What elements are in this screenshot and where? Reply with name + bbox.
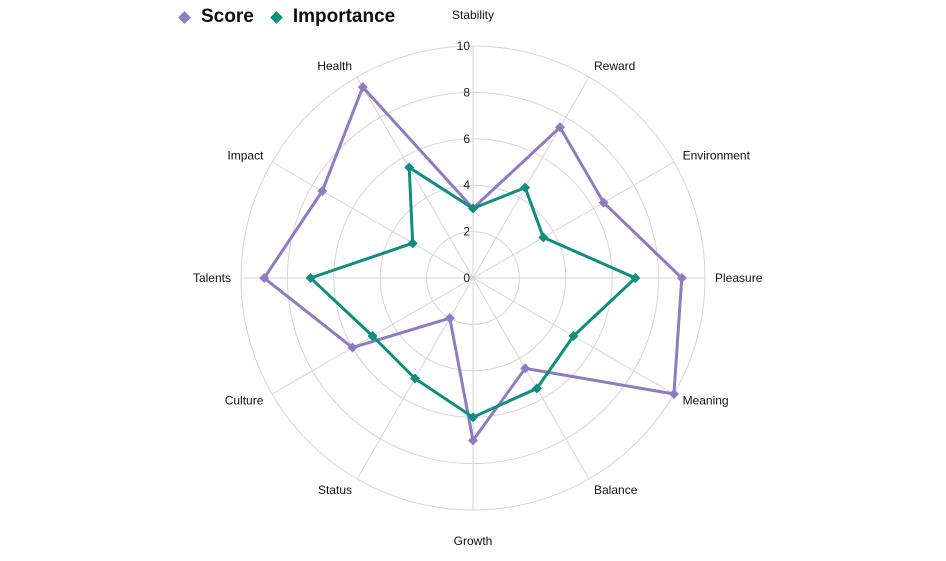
radial-tick-label: 2 bbox=[463, 225, 470, 239]
data-point-score bbox=[598, 197, 609, 208]
data-point-importance bbox=[468, 203, 478, 214]
data-point-importance bbox=[404, 162, 415, 173]
data-point-importance bbox=[407, 238, 418, 249]
data-point-importance bbox=[630, 273, 641, 283]
radial-tick-label: 0 bbox=[463, 271, 470, 285]
legend-item-importance[interactable]: Importance bbox=[269, 6, 396, 28]
category-label: Reward bbox=[594, 59, 635, 73]
importance-diamond-icon bbox=[269, 10, 283, 24]
grid-spoke bbox=[472, 161, 675, 279]
radial-tick-label: 6 bbox=[463, 132, 470, 146]
radial-tick-label: 8 bbox=[463, 85, 470, 99]
category-label: Pleasure bbox=[715, 271, 763, 285]
score-diamond-icon bbox=[178, 10, 191, 24]
data-point-score bbox=[444, 313, 455, 324]
category-label: Culture bbox=[225, 393, 264, 407]
category-label: Health bbox=[317, 59, 352, 73]
category-label: Environment bbox=[683, 149, 751, 163]
data-point-score bbox=[317, 186, 328, 196]
data-point-importance bbox=[531, 383, 542, 394]
category-label: Meaning bbox=[683, 393, 729, 407]
data-point-score bbox=[668, 389, 679, 399]
data-point-importance bbox=[305, 273, 316, 283]
legend-item-score[interactable]: Score bbox=[178, 6, 254, 28]
grid-spoke bbox=[472, 277, 590, 480]
data-point-importance bbox=[410, 373, 420, 384]
radial-tick-label: 4 bbox=[463, 178, 470, 192]
data-point-importance bbox=[538, 232, 549, 243]
data-point-importance bbox=[520, 182, 531, 193]
category-label: Growth bbox=[454, 534, 493, 548]
category-label: Status bbox=[318, 483, 352, 497]
legend: Score Importance bbox=[178, 6, 396, 28]
data-point-importance bbox=[468, 412, 478, 423]
grid-spoke bbox=[356, 76, 474, 279]
radial-tick-label: 10 bbox=[457, 39, 471, 53]
data-point-score bbox=[520, 363, 531, 374]
grid-spoke bbox=[271, 161, 474, 279]
category-label: Balance bbox=[594, 483, 638, 497]
data-point-score bbox=[468, 435, 478, 446]
data-point-score bbox=[357, 82, 368, 93]
data-point-importance bbox=[367, 331, 378, 341]
category-label: Stability bbox=[452, 8, 494, 22]
category-label: Talents bbox=[193, 271, 231, 285]
data-point-importance bbox=[568, 331, 579, 341]
data-point-score bbox=[676, 273, 687, 283]
data-point-score bbox=[259, 273, 270, 283]
data-point-score bbox=[347, 342, 358, 353]
legend-label-importance: Importance bbox=[292, 6, 396, 27]
legend-label-score: Score bbox=[201, 6, 254, 27]
grid-spoke bbox=[472, 76, 590, 279]
data-point-score bbox=[555, 122, 565, 133]
category-label: Impact bbox=[227, 149, 264, 163]
